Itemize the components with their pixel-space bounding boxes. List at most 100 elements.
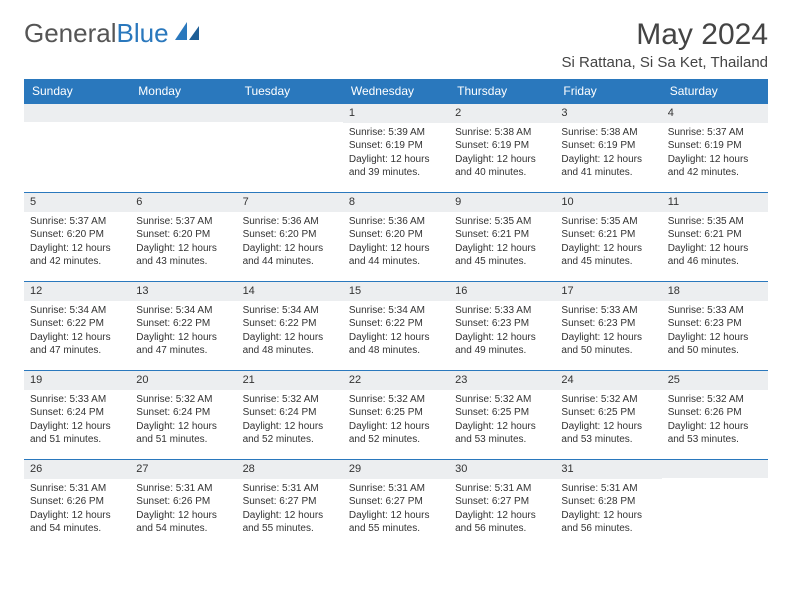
sunrise-text: Sunrise: 5:34 AM <box>243 304 337 318</box>
day-number: 27 <box>130 460 236 479</box>
daylight-text: Daylight: 12 hours and 53 minutes. <box>668 420 762 447</box>
sunset-text: Sunset: 6:28 PM <box>561 495 655 509</box>
day-number: 10 <box>555 193 661 212</box>
week-row: 5Sunrise: 5:37 AMSunset: 6:20 PMDaylight… <box>24 192 768 281</box>
daylight-text: Daylight: 12 hours and 42 minutes. <box>668 153 762 180</box>
day-cell: 11Sunrise: 5:35 AMSunset: 6:21 PMDayligh… <box>662 193 768 281</box>
daylight-text: Daylight: 12 hours and 54 minutes. <box>30 509 124 536</box>
daylight-text: Daylight: 12 hours and 40 minutes. <box>455 153 549 180</box>
day-number: 4 <box>662 104 768 123</box>
daylight-text: Daylight: 12 hours and 47 minutes. <box>136 331 230 358</box>
daylight-text: Daylight: 12 hours and 51 minutes. <box>136 420 230 447</box>
day-number: 13 <box>130 282 236 301</box>
day-cell <box>662 460 768 548</box>
sunrise-text: Sunrise: 5:35 AM <box>561 215 655 229</box>
day-number: 11 <box>662 193 768 212</box>
daylight-text: Daylight: 12 hours and 56 minutes. <box>455 509 549 536</box>
daylight-text: Daylight: 12 hours and 44 minutes. <box>243 242 337 269</box>
day-cell: 28Sunrise: 5:31 AMSunset: 6:27 PMDayligh… <box>237 460 343 548</box>
weeks-container: 1Sunrise: 5:39 AMSunset: 6:19 PMDaylight… <box>24 103 768 548</box>
sunrise-text: Sunrise: 5:34 AM <box>136 304 230 318</box>
sunset-text: Sunset: 6:25 PM <box>455 406 549 420</box>
sunset-text: Sunset: 6:27 PM <box>455 495 549 509</box>
day-cell: 24Sunrise: 5:32 AMSunset: 6:25 PMDayligh… <box>555 371 661 459</box>
sunset-text: Sunset: 6:23 PM <box>561 317 655 331</box>
day-cell: 10Sunrise: 5:35 AMSunset: 6:21 PMDayligh… <box>555 193 661 281</box>
sunrise-text: Sunrise: 5:34 AM <box>30 304 124 318</box>
sunrise-text: Sunrise: 5:32 AM <box>561 393 655 407</box>
sunset-text: Sunset: 6:23 PM <box>668 317 762 331</box>
sunset-text: Sunset: 6:26 PM <box>136 495 230 509</box>
day-number: 26 <box>24 460 130 479</box>
day-number: 31 <box>555 460 661 479</box>
daylight-text: Daylight: 12 hours and 53 minutes. <box>455 420 549 447</box>
sunset-text: Sunset: 6:22 PM <box>243 317 337 331</box>
title-block: May 2024 Si Rattana, Si Sa Ket, Thailand <box>561 18 768 71</box>
sunrise-text: Sunrise: 5:39 AM <box>349 126 443 140</box>
day-number: 22 <box>343 371 449 390</box>
dow-row: SundayMondayTuesdayWednesdayThursdayFrid… <box>24 79 768 103</box>
logo: GeneralBlue <box>24 18 201 49</box>
day-number: 17 <box>555 282 661 301</box>
day-cell: 25Sunrise: 5:32 AMSunset: 6:26 PMDayligh… <box>662 371 768 459</box>
empty-day-bar <box>662 460 768 478</box>
sunrise-text: Sunrise: 5:31 AM <box>136 482 230 496</box>
day-cell <box>24 104 130 192</box>
day-number: 6 <box>130 193 236 212</box>
sunrise-text: Sunrise: 5:32 AM <box>243 393 337 407</box>
sunset-text: Sunset: 6:19 PM <box>561 139 655 153</box>
dow-cell: Sunday <box>24 79 130 103</box>
sail-icon <box>173 18 201 49</box>
daylight-text: Daylight: 12 hours and 56 minutes. <box>561 509 655 536</box>
day-cell: 21Sunrise: 5:32 AMSunset: 6:24 PMDayligh… <box>237 371 343 459</box>
day-cell: 30Sunrise: 5:31 AMSunset: 6:27 PMDayligh… <box>449 460 555 548</box>
sunrise-text: Sunrise: 5:38 AM <box>455 126 549 140</box>
day-number: 14 <box>237 282 343 301</box>
daylight-text: Daylight: 12 hours and 55 minutes. <box>243 509 337 536</box>
daylight-text: Daylight: 12 hours and 50 minutes. <box>668 331 762 358</box>
week-row: 12Sunrise: 5:34 AMSunset: 6:22 PMDayligh… <box>24 281 768 370</box>
day-cell: 27 Sunrise: 5:31 AMSunset: 6:26 PMDayligh… <box>130 460 236 548</box>
sunset-text: Sunset: 6:24 PM <box>30 406 124 420</box>
day-cell: 20Sunrise: 5:32 AMSunset: 6:24 PMDayligh… <box>130 371 236 459</box>
dow-cell: Saturday <box>662 79 768 103</box>
day-number: 16 <box>449 282 555 301</box>
day-cell: 26Sunrise: 5:31 AMSunset: 6:26 PMDayligh… <box>24 460 130 548</box>
sunrise-text: Sunrise: 5:33 AM <box>668 304 762 318</box>
day-number: 5 <box>24 193 130 212</box>
daylight-text: Daylight: 12 hours and 54 minutes. <box>136 509 230 536</box>
sunset-text: Sunset: 6:25 PM <box>561 406 655 420</box>
day-cell <box>130 104 236 192</box>
daylight-text: Daylight: 12 hours and 41 minutes. <box>561 153 655 180</box>
sunrise-text: Sunrise: 5:33 AM <box>561 304 655 318</box>
day-cell: 14Sunrise: 5:34 AMSunset: 6:22 PMDayligh… <box>237 282 343 370</box>
empty-day-bar <box>24 104 130 122</box>
sunrise-text: Sunrise: 5:32 AM <box>668 393 762 407</box>
day-number: 25 <box>662 371 768 390</box>
day-number: 1 <box>343 104 449 123</box>
day-cell: 9Sunrise: 5:35 AMSunset: 6:21 PMDaylight… <box>449 193 555 281</box>
day-cell <box>237 104 343 192</box>
day-cell: 1Sunrise: 5:39 AMSunset: 6:19 PMDaylight… <box>343 104 449 192</box>
sunrise-text: Sunrise: 5:37 AM <box>30 215 124 229</box>
dow-cell: Friday <box>555 79 661 103</box>
daylight-text: Daylight: 12 hours and 47 minutes. <box>30 331 124 358</box>
sunrise-text: Sunrise: 5:34 AM <box>349 304 443 318</box>
daylight-text: Daylight: 12 hours and 46 minutes. <box>668 242 762 269</box>
sunset-text: Sunset: 6:24 PM <box>136 406 230 420</box>
daylight-text: Daylight: 12 hours and 52 minutes. <box>349 420 443 447</box>
day-number: 2 <box>449 104 555 123</box>
day-cell: 3Sunrise: 5:38 AMSunset: 6:19 PMDaylight… <box>555 104 661 192</box>
daylight-text: Daylight: 12 hours and 43 minutes. <box>136 242 230 269</box>
sunset-text: Sunset: 6:25 PM <box>349 406 443 420</box>
daylight-text: Daylight: 12 hours and 52 minutes. <box>243 420 337 447</box>
daylight-text: Daylight: 12 hours and 45 minutes. <box>561 242 655 269</box>
day-cell: 16Sunrise: 5:33 AMSunset: 6:23 PMDayligh… <box>449 282 555 370</box>
daylight-text: Daylight: 12 hours and 49 minutes. <box>455 331 549 358</box>
day-cell: 6Sunrise: 5:37 AMSunset: 6:20 PMDaylight… <box>130 193 236 281</box>
dow-cell: Thursday <box>449 79 555 103</box>
sunset-text: Sunset: 6:21 PM <box>668 228 762 242</box>
day-cell: 15Sunrise: 5:34 AMSunset: 6:22 PMDayligh… <box>343 282 449 370</box>
day-number: 3 <box>555 104 661 123</box>
day-cell: 19Sunrise: 5:33 AMSunset: 6:24 PMDayligh… <box>24 371 130 459</box>
